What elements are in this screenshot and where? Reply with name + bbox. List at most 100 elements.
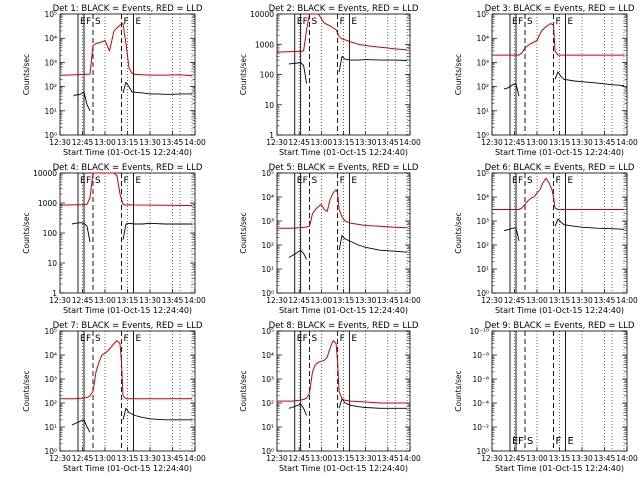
x-axis-label: Start Time (01-Oct-15 12:24:40) bbox=[63, 148, 192, 157]
x-tick-label: 13:15 bbox=[333, 454, 355, 463]
mode-boundary-label: F bbox=[518, 17, 523, 27]
y-tick-label: 10⁵ bbox=[476, 10, 489, 19]
mode-boundary-label: F bbox=[518, 436, 524, 447]
y-tick-label: 10⁰ bbox=[44, 447, 57, 456]
panel-title: Det 2: BLACK = Events, RED = LLD bbox=[269, 4, 419, 14]
y-tick-label: 10¹ bbox=[44, 423, 57, 432]
x-tick-label: 13:00 bbox=[311, 138, 333, 147]
y-tick-label: 10⁵ bbox=[44, 10, 57, 19]
mode-boundary-label: F bbox=[124, 176, 129, 186]
x-tick-label: 12:45 bbox=[504, 296, 526, 305]
panel-title: Det 5: BLACK = Events, RED = LLD bbox=[269, 163, 419, 173]
events-series-line bbox=[288, 55, 408, 84]
mode-boundary-label: F bbox=[556, 17, 561, 27]
y-tick-label: 10² bbox=[261, 399, 274, 408]
x-tick-label: 12:30 bbox=[481, 454, 503, 463]
detector-panel-6: Det 6: BLACK = Events, RED = LLD 10⁰ 10¹ 10… bbox=[454, 163, 638, 315]
events-series-line bbox=[288, 234, 408, 260]
y-tick-label: 10⁵ bbox=[476, 169, 489, 178]
x-tick-label: 12:45 bbox=[288, 138, 310, 147]
x-axis-label: Start Time (01-Oct-15 12:24:40) bbox=[63, 306, 192, 315]
x-tick-label: 13:15 bbox=[117, 296, 139, 305]
y-tick-label: 1 bbox=[52, 289, 57, 298]
y-tick-label: 10⁴ bbox=[476, 34, 489, 43]
x-axis-label: Start Time (01-Oct-15 12:24:40) bbox=[495, 148, 624, 157]
detector-panel-3: Det 3: BLACK = Events, RED = LLD 10⁰ 10¹ 10… bbox=[454, 4, 638, 157]
y-axis-label: Counts/sec bbox=[239, 212, 248, 253]
lld-series-line bbox=[277, 189, 408, 229]
mode-boundary-label: E bbox=[568, 436, 574, 447]
mode-boundary-label: E bbox=[297, 176, 303, 186]
y-tick-label: 10⁰ bbox=[44, 131, 57, 140]
mode-boundary-label: S bbox=[95, 17, 101, 27]
mode-boundary-label: S bbox=[312, 17, 318, 27]
x-axis-label: Start Time (01-Oct-15 12:24:40) bbox=[279, 464, 408, 473]
mode-boundary-label: E bbox=[136, 176, 142, 186]
x-tick-label: 12:30 bbox=[266, 138, 288, 147]
x-tick-label: 14:00 bbox=[184, 454, 206, 463]
y-tick-label: 10² bbox=[44, 83, 57, 92]
y-tick-label: 10³ bbox=[261, 375, 274, 384]
x-tick-label: 14:00 bbox=[399, 454, 421, 463]
y-tick-label: 1000 bbox=[38, 199, 57, 208]
y-tick-label: 10⁴ bbox=[261, 351, 274, 360]
y-axis-label: Counts/sec bbox=[239, 370, 248, 411]
mode-boundary-label: F bbox=[86, 176, 91, 186]
x-tick-label: 13:00 bbox=[526, 454, 548, 463]
mode-boundary-label: S bbox=[527, 436, 533, 447]
lld-series-line bbox=[492, 177, 624, 210]
y-tick-label: 10⁻² bbox=[472, 423, 489, 432]
y-tick-label: 10⁵ bbox=[261, 169, 274, 178]
x-tick-label: 13:45 bbox=[377, 454, 399, 463]
x-tick-label: 12:45 bbox=[72, 296, 94, 305]
panel-title: Det 4: BLACK = Events, RED = LLD bbox=[53, 163, 203, 173]
x-tick-label: 13:30 bbox=[571, 454, 593, 463]
y-tick-label: 10¹ bbox=[261, 423, 274, 432]
x-axis-label: Start Time (01-Oct-15 12:24:40) bbox=[63, 464, 192, 473]
y-tick-label: 1000 bbox=[255, 40, 274, 49]
x-tick-label: 14:00 bbox=[616, 138, 638, 147]
x-tick-label: 14:00 bbox=[399, 296, 421, 305]
mode-boundary-label: E bbox=[512, 17, 518, 27]
y-tick-label: 10 bbox=[264, 101, 274, 110]
lld-series-line bbox=[277, 340, 407, 404]
mode-boundary-label: S bbox=[95, 334, 101, 344]
x-tick-label: 13:15 bbox=[549, 296, 571, 305]
y-axis-label: Counts/sec bbox=[454, 54, 463, 95]
x-tick-label: 13:00 bbox=[311, 454, 333, 463]
lld-series-line bbox=[59, 172, 193, 207]
detector-panel-8: Det 8: BLACK = Events, RED = LLD 10⁰ 10¹ 10… bbox=[239, 321, 421, 473]
mode-boundary-label: F bbox=[86, 334, 91, 344]
mode-boundary-label: E bbox=[512, 176, 518, 186]
y-tick-label: 10⁰ bbox=[476, 131, 489, 140]
y-tick-label: 10⁰ bbox=[476, 289, 489, 298]
mode-boundary-label: S bbox=[527, 17, 533, 27]
x-tick-label: 12:45 bbox=[288, 454, 310, 463]
x-tick-label: 13:30 bbox=[355, 454, 377, 463]
x-tick-label: 12:45 bbox=[288, 296, 310, 305]
x-tick-label: 13:30 bbox=[355, 296, 377, 305]
detector-panels: Det 1: BLACK = Events, RED = LLD 10⁰ 10¹ 10… bbox=[22, 4, 638, 473]
y-tick-label: 10⁻⁸ bbox=[472, 351, 489, 360]
detector-panel-2: Det 2: BLACK = Events, RED = LLD 1 10 100 10… bbox=[239, 4, 421, 157]
y-tick-label: 10¹ bbox=[476, 107, 489, 116]
y-tick-label: 10² bbox=[44, 399, 57, 408]
mode-boundary-label: E bbox=[136, 17, 142, 27]
x-tick-label: 12:30 bbox=[49, 138, 71, 147]
x-tick-label: 12:45 bbox=[504, 138, 526, 147]
y-tick-label: 10⁻⁴ bbox=[472, 399, 489, 408]
y-tick-label: 10¹ bbox=[476, 265, 489, 274]
events-series-line bbox=[73, 81, 192, 111]
y-tick-label: 100 bbox=[260, 71, 275, 80]
mode-boundary-label: F bbox=[340, 176, 345, 186]
x-tick-label: 13:00 bbox=[311, 296, 333, 305]
mode-boundary-label: E bbox=[80, 17, 86, 27]
detector-panel-4: Det 4: BLACK = Events, RED = LLD 1 10 100 10… bbox=[22, 163, 206, 315]
events-series-line bbox=[503, 218, 625, 241]
y-tick-label: 10⁴ bbox=[44, 34, 57, 43]
x-tick-label: 13:45 bbox=[377, 296, 399, 305]
x-tick-label: 12:45 bbox=[72, 454, 94, 463]
lld-series-line bbox=[60, 23, 193, 77]
mode-boundary-label: E bbox=[351, 17, 357, 27]
x-tick-label: 13:00 bbox=[526, 296, 548, 305]
